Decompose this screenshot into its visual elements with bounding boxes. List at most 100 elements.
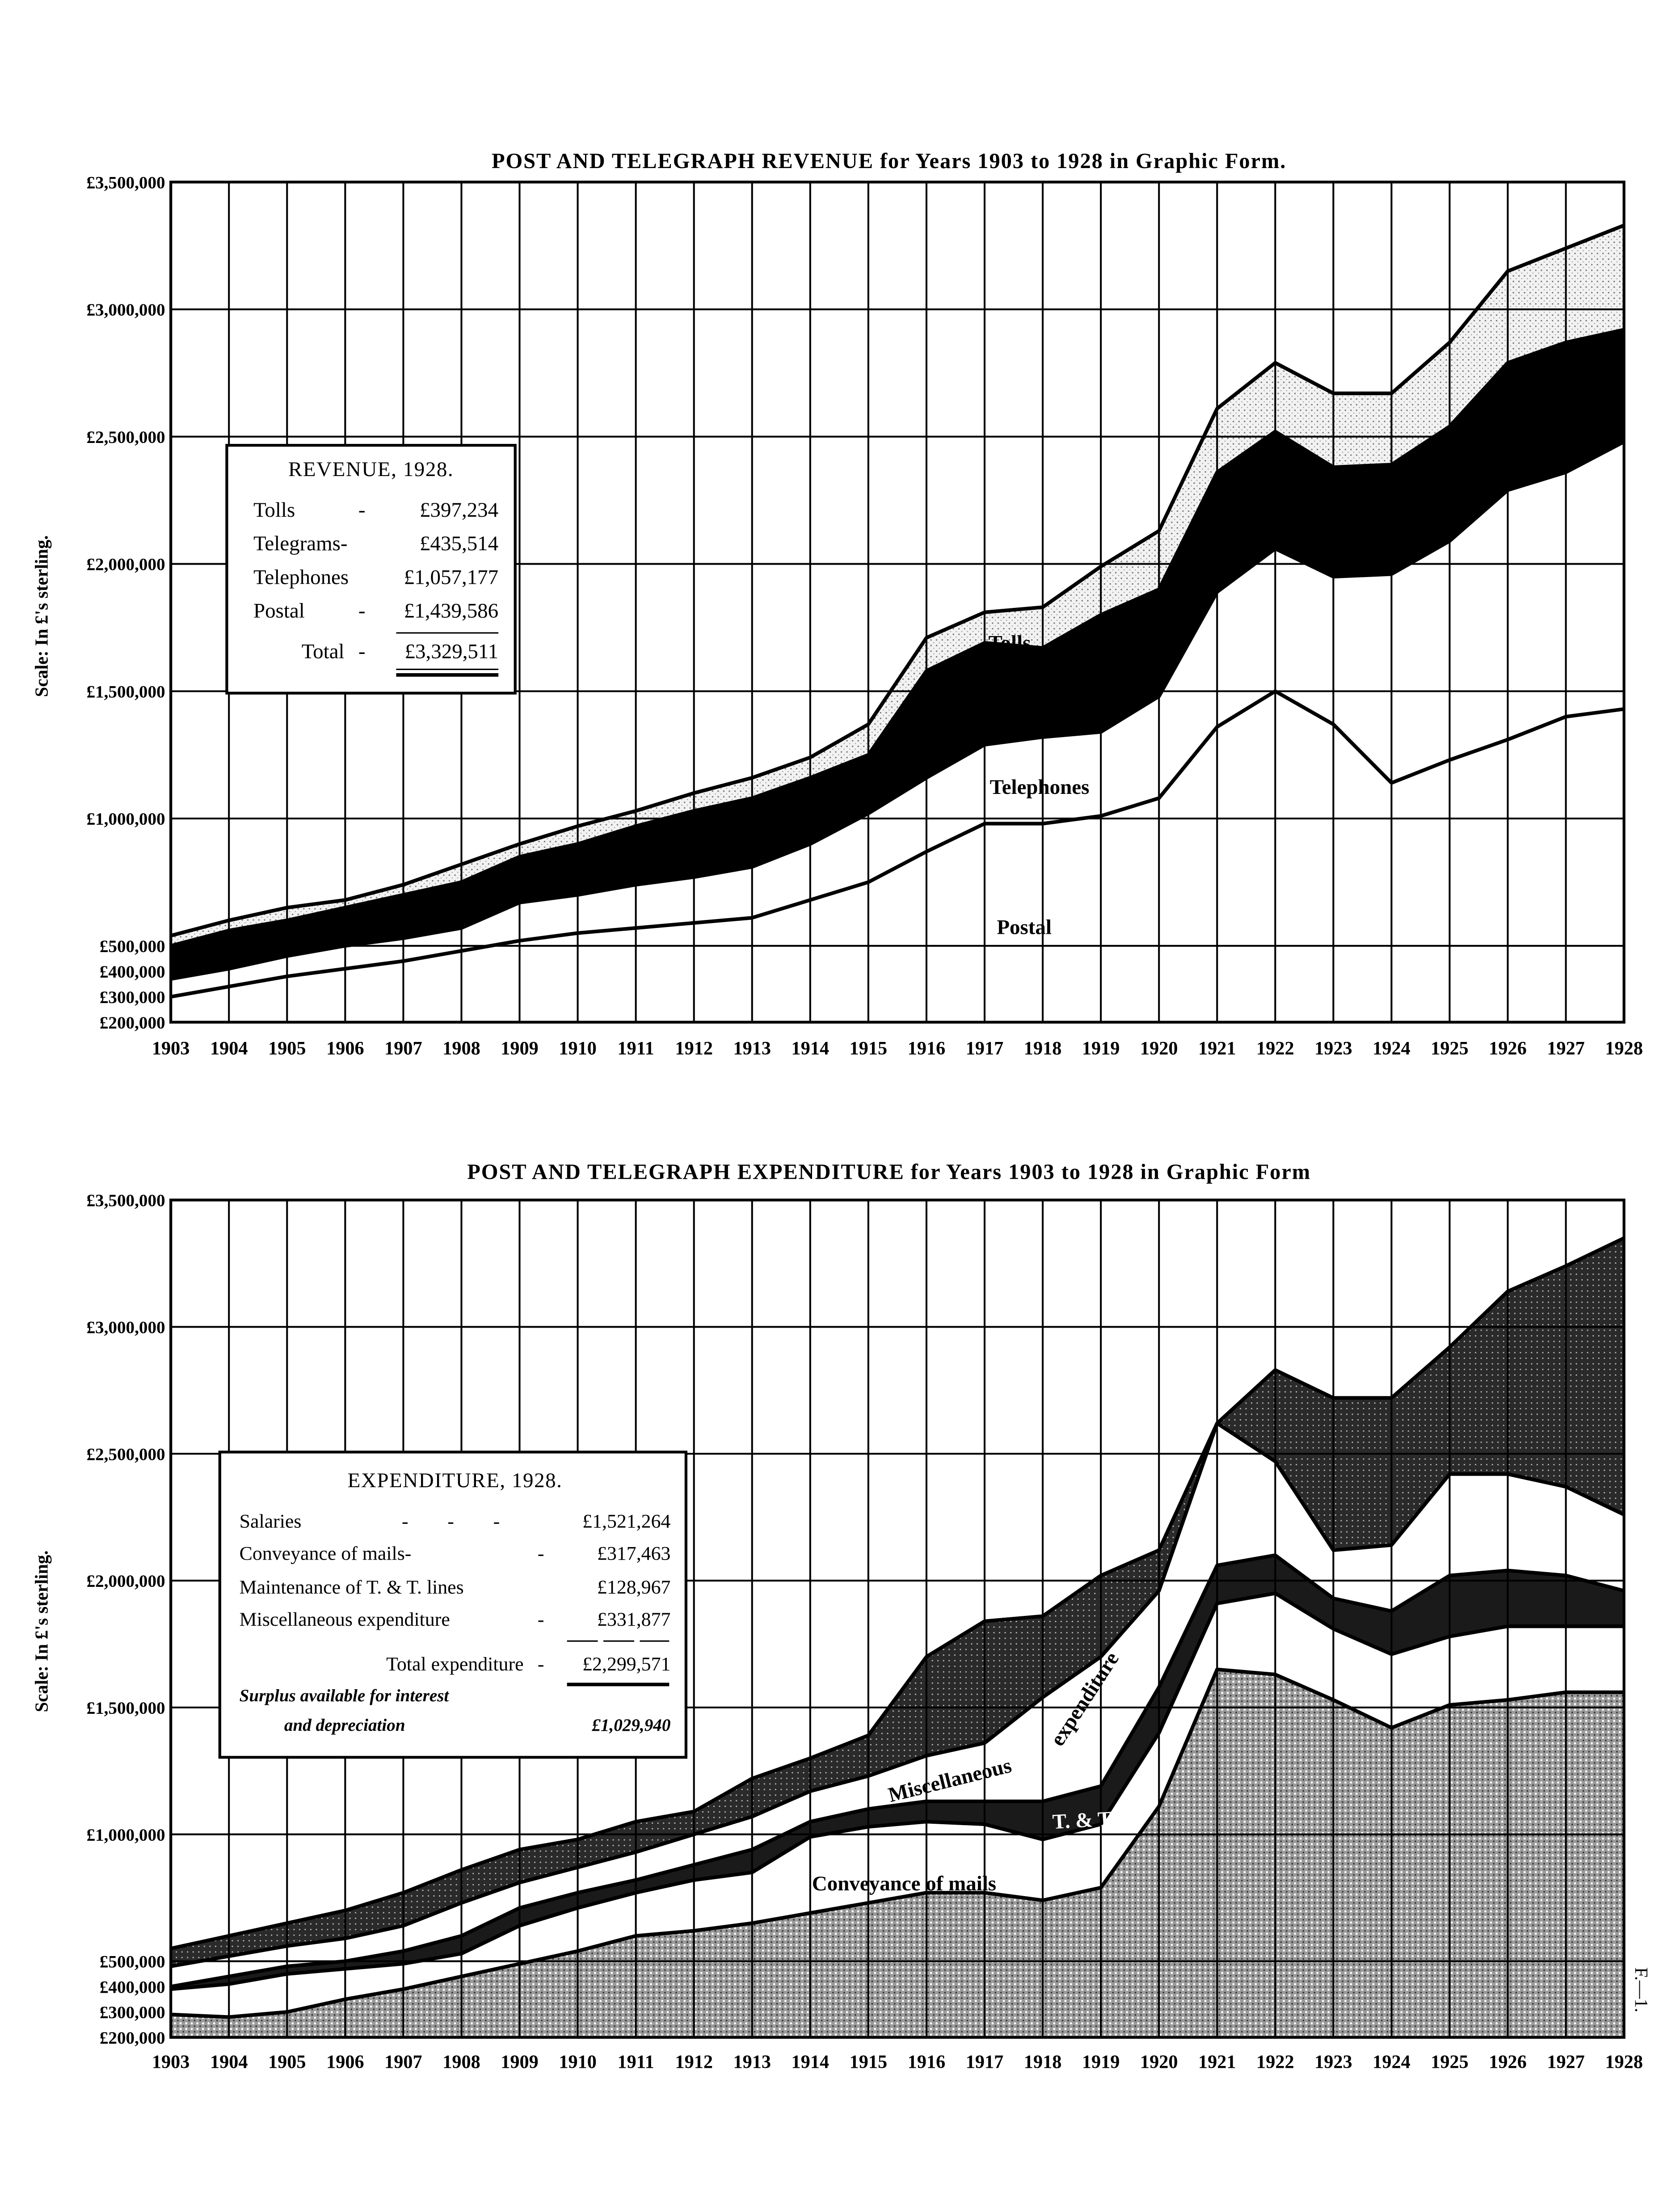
legend-box: REVENUE, 1928. Tolls - £397,234 Telegrams- £4… [225, 444, 517, 695]
legend-total-leader: - [358, 640, 366, 663]
legend-row-leader: - [358, 599, 366, 622]
legend-row-value: £128,967 [597, 1577, 670, 1598]
legend-row-value: £1,521,264 [582, 1511, 670, 1532]
x-tick-label: 1910 [559, 1038, 597, 1059]
x-tick-label: 1925 [1431, 2052, 1469, 2073]
series-line-telephones [170, 440, 1625, 981]
plot-frame [169, 1198, 1625, 2039]
legend-row: Postal - £1,439,586 [253, 599, 498, 622]
x-tick-label: 1912 [675, 2052, 713, 2073]
legend-row-value: £331,877 [597, 1609, 670, 1630]
x-tick-label: 1906 [326, 1038, 364, 1059]
page-marker: F.—1. [1631, 1967, 1651, 2012]
series-line-conveyance-of-mails [170, 1591, 1624, 1991]
y-tick-label: £300,000 [100, 2003, 165, 2022]
legend-row: Salaries - - - £1,521,264 [240, 1511, 671, 1532]
legend-total-leader: - [538, 1653, 544, 1675]
x-tick-label: 1910 [559, 2052, 597, 2073]
revenue-chart: POST AND TELEGRAPH REVENUE for Years 190… [32, 149, 1643, 1059]
x-tick-label: 1903 [152, 2052, 190, 2073]
legend-surplus-label-line2: and depreciation [284, 1716, 405, 1735]
series-line-maintenance-of-t-t-lines [170, 1553, 1625, 1989]
series-line-surplus-available-for-interest-and-depreciation [170, 1236, 1625, 1951]
x-tick-label: 1928 [1605, 1038, 1643, 1059]
legend-surplus-label-line1: Surplus available for interest [240, 1686, 450, 1705]
legend-total-value: £3,329,511 [405, 640, 499, 663]
y-tick-label: £3,000,000 [86, 300, 165, 320]
x-tick-label: 1927 [1547, 2052, 1585, 2073]
y-tick-label: £2,500,000 [86, 428, 165, 447]
x-tick-label: 1916 [908, 1038, 946, 1059]
y-tick-label: £400,000 [100, 1978, 165, 1997]
x-tick-label: 1911 [618, 1038, 654, 1059]
x-tick-label: 1928 [1605, 2052, 1643, 2073]
legend-row-label: Salaries [240, 1511, 302, 1532]
x-tick-label: 1918 [1024, 1038, 1062, 1059]
x-tick-label: 1927 [1547, 1038, 1585, 1059]
y-tick-label: £3,000,000 [86, 1318, 165, 1337]
band-surplus-available-for-interest-and-depreciation [171, 1238, 1624, 1966]
y-tick-label: £300,000 [100, 988, 165, 1007]
y-tick-label: £2,000,000 [86, 555, 165, 574]
area-label-postal: Postal [997, 915, 1052, 939]
x-tick-label: 1911 [618, 2052, 654, 2073]
legend-frame [218, 1451, 688, 1759]
area-label-t-and-t: T. & T. [1052, 1807, 1116, 1834]
legend-title: EXPENDITURE, 1928. [348, 1469, 563, 1492]
x-tick-label: 1909 [501, 2052, 539, 2073]
y-tick-label: £1,000,000 [86, 810, 165, 829]
x-tick-label: 1926 [1489, 1038, 1527, 1059]
expenditure-chart: POST AND TELEGRAPH EXPENDITURE for Years… [32, 1160, 1643, 2073]
x-tick-label: 1924 [1373, 1038, 1411, 1059]
y-tick-label: £200,000 [100, 2028, 165, 2048]
legend-row: Conveyance of mails- - £317,463 [240, 1543, 671, 1564]
legend-row-value: £317,463 [597, 1543, 670, 1564]
x-tick-label: 1904 [210, 1038, 248, 1059]
legend-row: Miscellaneous expenditure - £331,877 [240, 1609, 671, 1630]
legend-row: Telephones £1,057,177 [253, 565, 498, 589]
legend-row-value: £397,234 [420, 498, 498, 522]
legend-row: Maintenance of T. & T. lines £128,967 [240, 1577, 671, 1598]
legend-row-label: Miscellaneous expenditure [240, 1609, 450, 1630]
x-tick-label: 1913 [733, 1038, 771, 1059]
x-tick-label: 1909 [501, 1038, 539, 1059]
legend-row-leader: - [358, 498, 366, 522]
legend-row-value: £1,057,177 [404, 565, 498, 589]
series-line-salaries [170, 1667, 1624, 2019]
x-tick-label: 1916 [908, 2052, 946, 2073]
x-tick-label: 1915 [850, 1038, 888, 1059]
legend-row-label: Conveyance of mails- [240, 1543, 412, 1564]
legend-row-label: Telegrams- [253, 532, 348, 555]
x-tick-label: 1905 [268, 1038, 306, 1059]
legend-row-label: Tolls [253, 498, 295, 522]
legend-row-value: £435,514 [420, 532, 498, 555]
band-tolls [171, 225, 1624, 946]
y-tick-label: £3,500,000 [86, 173, 165, 192]
x-tick-label: 1912 [675, 1038, 713, 1059]
band-salaries [171, 1669, 1624, 2037]
x-tick-label: 1907 [384, 1038, 422, 1059]
y-tick-label: £500,000 [100, 937, 165, 956]
x-tick-label: 1926 [1489, 2052, 1527, 2073]
y-tick-label: £400,000 [100, 962, 165, 982]
x-tick-label: 1907 [384, 2052, 422, 2073]
x-tick-label: 1921 [1198, 1038, 1236, 1059]
x-tick-label: 1922 [1256, 2052, 1294, 2073]
series-line-postal [170, 689, 1625, 999]
plot-frame [169, 181, 1625, 1024]
legend-row-leader: - - - [402, 1511, 500, 1532]
legend-row-leader: - [538, 1543, 544, 1564]
x-tick-label: 1919 [1082, 2052, 1120, 2073]
x-tick-label: 1914 [792, 1038, 829, 1059]
area-label-conveyance-of-mails: Conveyance of mails [812, 1872, 996, 1895]
x-tick-label: 1920 [1140, 2052, 1178, 2073]
legend-row-label: Maintenance of T. & T. lines [240, 1577, 464, 1598]
y-tick-label: £1,500,000 [86, 682, 165, 701]
x-tick-label: 1917 [966, 1038, 1004, 1059]
area-label-telephones: Telephones [990, 776, 1090, 799]
legend-surplus-value: £1,029,940 [591, 1716, 670, 1735]
x-tick-label: 1918 [1024, 2052, 1062, 2073]
band-maintenance-of-t-t-lines [171, 1555, 1624, 1989]
legend-row-leader: - [538, 1609, 544, 1630]
legend-total-label: Total [302, 640, 345, 663]
